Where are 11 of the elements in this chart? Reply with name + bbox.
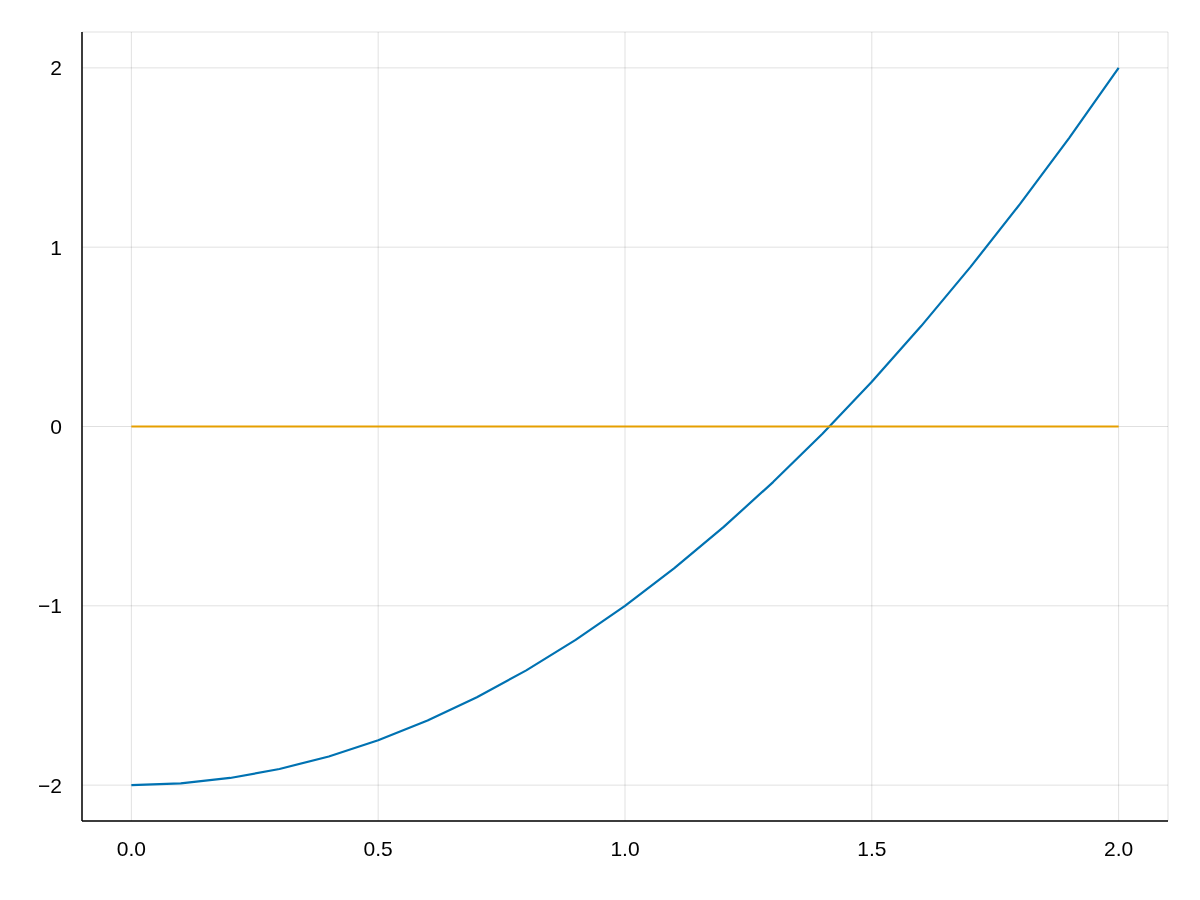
y-tick-label: 1: [50, 235, 62, 259]
x-tick-label: 0.5: [363, 836, 393, 860]
y-tick-label: 0: [50, 414, 62, 438]
line-series: [130, 66, 1120, 787]
x-tick-label: 0.0: [116, 836, 146, 860]
x-tick-label: 2.0: [1104, 836, 1134, 860]
y-tick-label: −1: [38, 594, 62, 618]
x-tick-label: 1.0: [610, 836, 640, 860]
y-tick-label: 2: [50, 56, 62, 80]
y-tick-label: −2: [38, 773, 62, 797]
x-tick-label: 1.5: [857, 836, 887, 860]
